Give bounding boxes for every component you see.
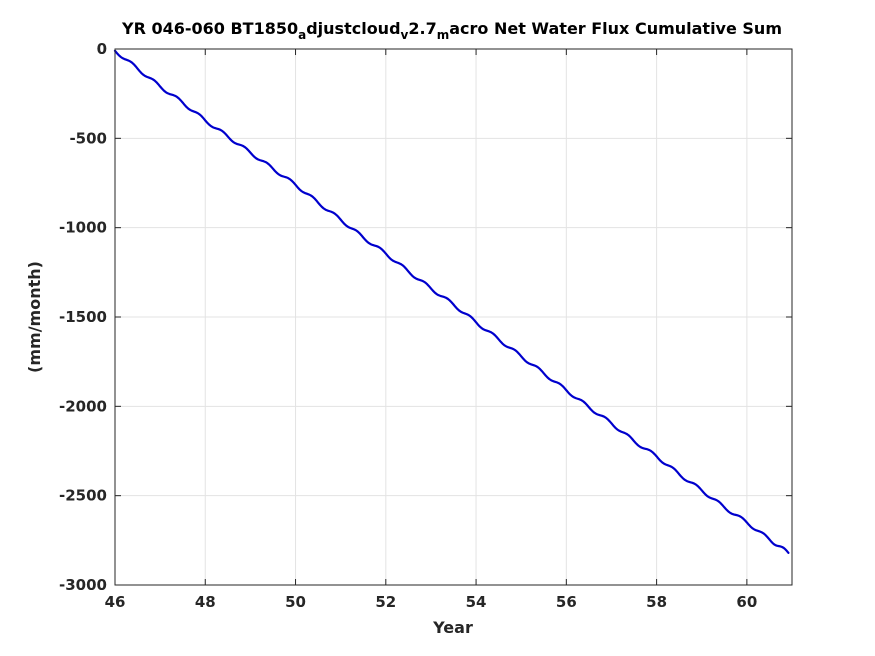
y-tick-label: -3000 bbox=[59, 576, 107, 594]
title-subscript: a bbox=[298, 28, 306, 42]
y-tick-label: -1000 bbox=[59, 219, 107, 237]
data-point bbox=[407, 270, 410, 273]
x-tick-label: 54 bbox=[466, 593, 487, 611]
data-point bbox=[768, 538, 771, 541]
y-tick-label: -1500 bbox=[59, 308, 107, 326]
x-tick-label: 60 bbox=[736, 593, 757, 611]
data-point bbox=[787, 551, 790, 554]
data-point bbox=[294, 183, 297, 186]
data-point bbox=[430, 287, 432, 290]
x-tick-labels: 46 48 50 52 54 56 58 60 bbox=[105, 593, 758, 611]
data-point bbox=[610, 422, 613, 425]
data-point bbox=[633, 440, 635, 443]
data-point bbox=[452, 303, 455, 306]
data-point bbox=[588, 406, 590, 409]
title-segment: YR 046-060 BT1850 bbox=[121, 19, 298, 38]
data-point bbox=[542, 372, 545, 375]
data-point bbox=[136, 67, 139, 70]
y-tick-label: -500 bbox=[69, 129, 107, 147]
data-point bbox=[339, 218, 342, 221]
x-tick-label: 46 bbox=[105, 593, 126, 611]
title-segment: djustcloud bbox=[306, 19, 400, 38]
data-point bbox=[678, 473, 681, 476]
data-point bbox=[384, 252, 387, 255]
data-point bbox=[520, 355, 523, 358]
y-tick-label: 0 bbox=[97, 40, 107, 58]
data-point bbox=[249, 151, 252, 154]
chart-title: YR 046-060 BT1850adjustcloudv2.7macro Ne… bbox=[121, 19, 782, 42]
data-point bbox=[226, 135, 229, 138]
title-segment: acro Net Water Flux Cumulative Sum bbox=[449, 19, 782, 38]
y-tick-label: -2500 bbox=[59, 487, 107, 505]
tick-marks bbox=[114, 48, 792, 586]
data-point bbox=[700, 489, 703, 492]
data-point bbox=[723, 506, 726, 509]
title-subscript: m bbox=[437, 28, 450, 42]
title-segment: 2.7 bbox=[408, 19, 436, 38]
y-tick-label: -2000 bbox=[59, 397, 107, 415]
data-point bbox=[362, 236, 365, 239]
data-point bbox=[655, 455, 658, 458]
data-point bbox=[181, 101, 184, 104]
x-tick-label: 50 bbox=[285, 593, 306, 611]
data-point bbox=[204, 119, 207, 122]
x-tick-label: 52 bbox=[375, 593, 396, 611]
x-axis-label: Year bbox=[432, 618, 473, 637]
y-tick-labels: 0 -500 -1000 -1500 -2000 -2500 -3000 bbox=[59, 40, 107, 594]
series-layer bbox=[113, 49, 790, 554]
data-point bbox=[272, 167, 274, 170]
data-point bbox=[565, 389, 568, 392]
data-point bbox=[317, 201, 319, 204]
y-axis-label: (mm/month) bbox=[25, 261, 44, 373]
x-tick-label: 48 bbox=[195, 593, 216, 611]
x-tick-label: 56 bbox=[556, 593, 577, 611]
data-point bbox=[497, 338, 500, 341]
title-subscript: v bbox=[401, 28, 409, 42]
data-point bbox=[745, 521, 748, 524]
data-point bbox=[475, 321, 477, 324]
data-point bbox=[159, 85, 162, 88]
x-tick-label: 58 bbox=[646, 593, 667, 611]
